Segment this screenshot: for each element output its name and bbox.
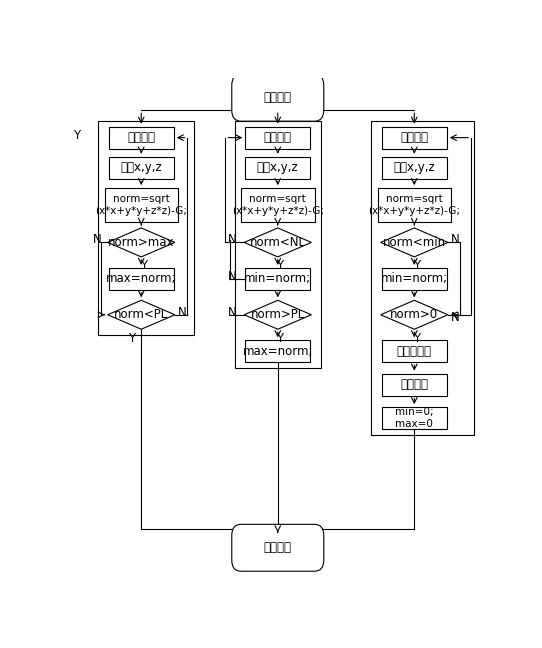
Text: norm>0: norm>0 <box>390 308 438 321</box>
Text: 步长估算: 步长估算 <box>401 378 428 391</box>
Text: norm=sqrt
(x*x+y*y+z*z)-G;: norm=sqrt (x*x+y*y+z*z)-G; <box>95 194 187 216</box>
Text: Y: Y <box>276 259 283 272</box>
Text: 下降状态: 下降状态 <box>401 131 428 144</box>
Bar <box>382 407 447 429</box>
Bar <box>109 157 174 179</box>
Bar <box>245 157 311 179</box>
Text: Y: Y <box>73 129 81 142</box>
Bar <box>105 188 178 222</box>
Text: N: N <box>228 270 237 283</box>
Text: N: N <box>451 233 460 246</box>
FancyBboxPatch shape <box>232 524 324 572</box>
Polygon shape <box>108 300 175 329</box>
Text: Y: Y <box>413 259 420 272</box>
Bar <box>109 268 174 290</box>
Text: N: N <box>228 306 237 319</box>
Text: norm<min: norm<min <box>383 236 446 249</box>
Text: norm=sqrt
(x*x+y*y+z*z)-G;: norm=sqrt (x*x+y*y+z*z)-G; <box>369 194 460 216</box>
Polygon shape <box>244 228 311 257</box>
Bar <box>382 126 447 148</box>
Bar <box>382 157 447 179</box>
Text: Y: Y <box>140 259 147 272</box>
Text: Y: Y <box>413 332 420 345</box>
Text: 获取x,y,z: 获取x,y,z <box>120 161 162 174</box>
Polygon shape <box>108 228 175 257</box>
Text: norm<PL: norm<PL <box>114 308 169 321</box>
Text: max=norm;: max=norm; <box>242 345 313 358</box>
FancyBboxPatch shape <box>232 75 324 121</box>
Text: max=norm;: max=norm; <box>106 272 177 285</box>
Polygon shape <box>244 300 311 329</box>
Bar <box>382 268 447 290</box>
Text: N: N <box>451 311 460 324</box>
Bar <box>109 126 174 148</box>
Text: min=norm;: min=norm; <box>244 272 311 285</box>
Text: 计步结束: 计步结束 <box>264 541 292 554</box>
Text: 检测状态: 检测状态 <box>264 131 292 144</box>
Bar <box>382 340 447 362</box>
Bar <box>382 374 447 395</box>
Text: 检测到一步: 检测到一步 <box>397 345 432 358</box>
Text: norm>PL: norm>PL <box>250 308 305 321</box>
Text: 获取x,y,z: 获取x,y,z <box>393 161 435 174</box>
Bar <box>245 340 311 362</box>
Bar <box>98 121 194 335</box>
Bar <box>378 188 451 222</box>
Text: norm>max: norm>max <box>108 236 175 249</box>
Bar <box>371 121 474 435</box>
Text: Y: Y <box>276 332 283 345</box>
Text: min=norm;: min=norm; <box>380 272 448 285</box>
Text: N: N <box>93 233 101 246</box>
Text: norm=sqrt
(x*x+y*y+z*z)-G;: norm=sqrt (x*x+y*y+z*z)-G; <box>232 194 324 216</box>
Polygon shape <box>380 300 448 329</box>
Text: N: N <box>178 306 187 319</box>
Text: Y: Y <box>128 332 136 345</box>
Text: N: N <box>228 233 237 246</box>
Text: 上升状态: 上升状态 <box>127 131 155 144</box>
Bar <box>245 126 311 148</box>
Polygon shape <box>380 228 448 257</box>
Text: norm<NL: norm<NL <box>250 236 306 249</box>
Text: min=0;
max=0: min=0; max=0 <box>395 407 434 429</box>
Text: 获取x,y,z: 获取x,y,z <box>257 161 299 174</box>
Text: 计步开始: 计步开始 <box>264 91 292 104</box>
Bar <box>241 188 314 222</box>
Bar <box>235 121 321 368</box>
Bar <box>245 268 311 290</box>
